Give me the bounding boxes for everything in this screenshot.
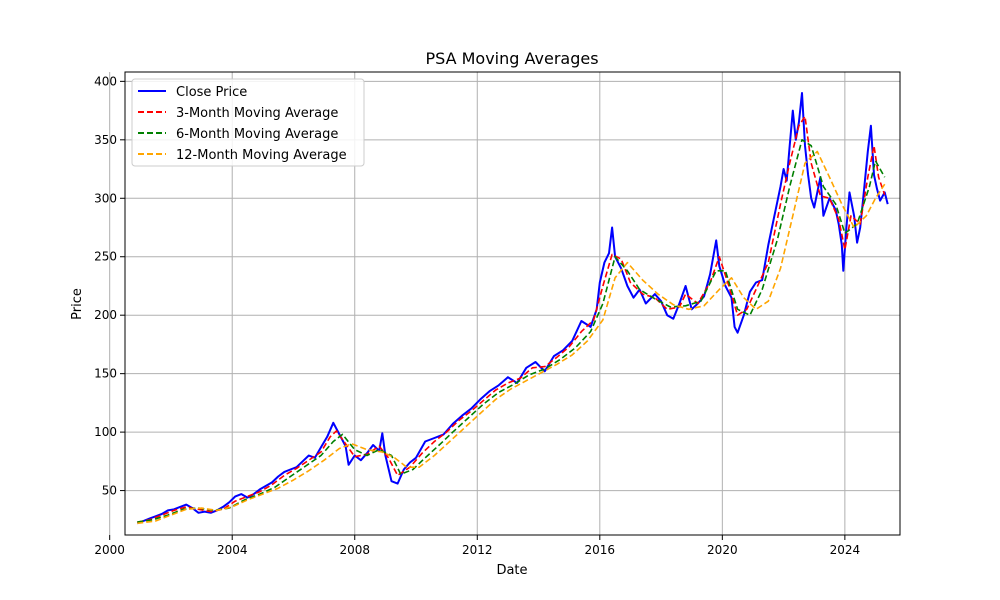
legend-label: Close Price [176,85,247,100]
x-tick-label: 2020 [707,543,738,557]
x-tick-label: 2000 [94,543,125,557]
y-axis-title: Price [70,288,85,320]
legend-box [131,78,365,167]
y-tick-label: 200 [94,308,117,322]
chart-title: PSA Moving Averages [425,49,598,68]
series-line-4 [137,150,886,525]
x-tick-label: 2016 [585,543,616,557]
x-tick-label: 2008 [339,543,370,557]
legend-label: 12-Month Moving Average [176,148,347,163]
legend-label: 3-Month Moving Average [176,106,338,121]
series-line-2 [137,115,886,523]
x-axis-title: Date [496,563,527,578]
series-line-1 [136,92,889,525]
y-tick-label: 300 [94,191,117,205]
x-tick-label: 2012 [462,543,493,557]
legend: Close Price 3-Month Moving Average 6-Month… [131,78,365,167]
legend-label: 6-Month Moving Average [176,127,338,142]
x-tick-label: 2024 [830,543,861,557]
series-line-3 [137,139,886,523]
grid [109,72,900,535]
plot-area [124,71,901,536]
y-tick-label: 150 [94,367,117,381]
y-tick-label: 250 [94,250,117,264]
y-tick-label: 400 [94,74,117,88]
y-tick-label: 100 [94,425,117,439]
y-tick-label: 350 [94,133,117,147]
x-tick-label: 2004 [217,543,248,557]
axis-ticks: 2000 2004 2008 2012 2016 2020 2024 50 100 150 200 2… [94,74,860,557]
series-layer [136,92,889,525]
y-tick-label: 50 [102,484,117,498]
